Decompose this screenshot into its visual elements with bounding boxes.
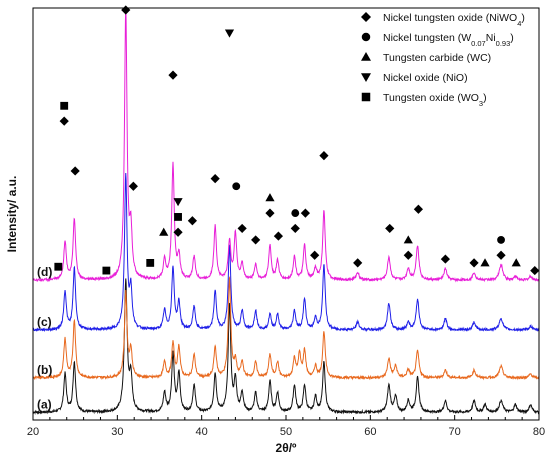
diamond-marker-34: [469, 258, 479, 268]
x-tick-label: 30: [111, 426, 123, 438]
square-marker-4: [60, 101, 69, 110]
diamond-marker-27: [319, 151, 329, 161]
phase-markers: [54, 5, 540, 276]
triangle-down-marker-11: [173, 198, 183, 207]
triangle-up-marker-35: [480, 258, 490, 267]
xrd-curve-2: [33, 275, 539, 381]
triangle-up-marker-30: [403, 235, 413, 244]
diamond-marker-26: [310, 250, 320, 260]
legend-entry-5: Tungsten oxide (WO3): [383, 92, 487, 108]
square-marker-1: [54, 262, 63, 271]
square-marker-3: [146, 258, 155, 267]
diamond-marker-31: [403, 250, 413, 260]
curve-label-4: (d): [37, 265, 52, 279]
diamond-marker-28: [353, 258, 363, 268]
triangle-up-marker-38: [511, 258, 521, 267]
x-tick-label: 70: [449, 426, 461, 438]
diamond-marker-19: [251, 235, 261, 245]
legend-entry-3: Tungsten carbide (WC): [383, 52, 491, 64]
circle-marker-36: [497, 236, 505, 244]
legend-entry-1: Nickel tungsten oxide (NiWO4): [383, 12, 525, 28]
diamond-marker-14: [187, 216, 197, 226]
diamond-marker-29: [385, 223, 395, 234]
curve-labels: (a) (b) (c) (d): [37, 265, 52, 411]
diamond-marker-32: [413, 204, 424, 214]
diamond-marker-39: [530, 265, 540, 276]
legend-entry-4: Nickel oxide (NiO): [383, 72, 468, 84]
diamond-marker-21: [265, 208, 275, 218]
circle-marker-17: [232, 182, 241, 191]
diamond-marker-15: [210, 174, 220, 184]
xrd-curve-1: [33, 278, 539, 416]
y-axis-title: Intensity/ a.u.: [5, 176, 19, 253]
xrd-curve-4: [33, 8, 539, 283]
x-tick-label: 50: [280, 426, 292, 438]
legend-entry-2: Nickel tungsten (W0.07Ni0.93): [383, 32, 514, 48]
triangle-up-marker-9: [159, 227, 169, 236]
xrd-curve-3: [33, 173, 539, 333]
diamond-marker-37: [496, 250, 506, 260]
circle-marker-23: [291, 209, 300, 218]
legend-circle-icon: [361, 32, 371, 42]
x-axis-title: 2θ/º: [276, 441, 297, 455]
x-tick-label: 60: [364, 426, 376, 438]
square-marker-2: [102, 266, 111, 275]
diamond-marker-33: [440, 254, 450, 264]
legend-triangle-down-icon: [361, 73, 371, 82]
diamond-marker-5: [59, 116, 69, 126]
diamond-marker-10: [168, 70, 178, 80]
x-tick-label: 20: [27, 426, 39, 438]
diamond-marker-8: [128, 181, 138, 191]
x-axis-ticks: 20 30 40 50 60 70 80: [27, 415, 545, 438]
curve-label-3: (c): [37, 315, 52, 329]
legend-square-icon: [361, 92, 371, 102]
diamond-marker-18: [237, 223, 247, 234]
diamond-marker-6: [70, 166, 80, 176]
x-tick-label: 40: [196, 426, 208, 438]
xrd-curves: [33, 8, 539, 416]
legend-diamond-icon: [361, 12, 371, 22]
diamond-marker-22: [273, 231, 284, 241]
x-tick-label: 80: [533, 426, 545, 438]
triangle-up-marker-20: [265, 193, 275, 202]
curve-label-2: (b): [37, 363, 52, 377]
diamond-marker-25: [300, 208, 310, 218]
diamond-marker-13: [173, 227, 183, 237]
curve-label-1: (a): [37, 397, 52, 411]
legend: Nickel tungsten oxide (NiWO4) Nickel tung…: [361, 12, 525, 108]
square-marker-12: [174, 213, 182, 221]
legend-triangle-up-icon: [361, 52, 371, 61]
triangle-down-marker-16: [224, 29, 235, 38]
diamond-marker-24: [290, 223, 300, 234]
